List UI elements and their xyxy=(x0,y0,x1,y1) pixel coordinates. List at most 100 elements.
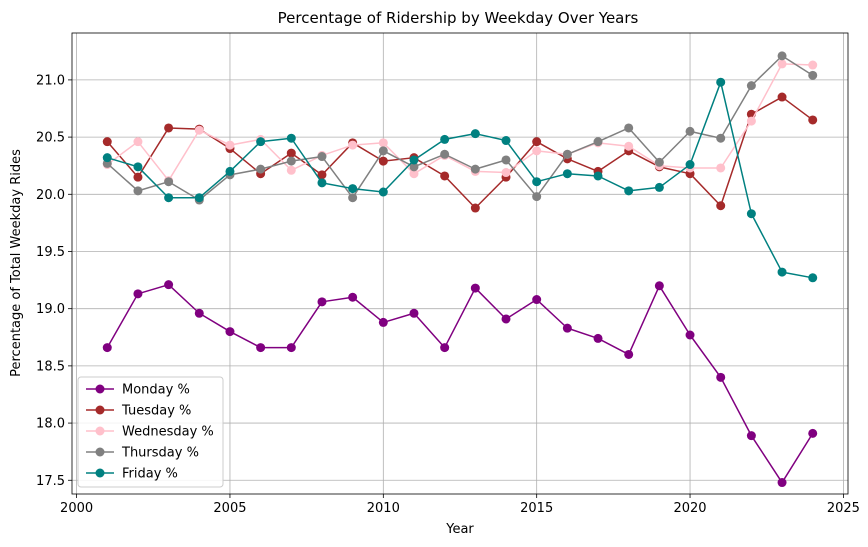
monday-point xyxy=(593,333,603,343)
monday-point xyxy=(378,317,388,327)
monday-point xyxy=(777,478,787,488)
thursday-point xyxy=(409,162,419,172)
monday-point xyxy=(470,283,480,293)
wednesday-point xyxy=(348,140,358,150)
friday-line xyxy=(107,81,813,279)
tuesday-point xyxy=(286,148,296,158)
friday-point xyxy=(164,193,174,203)
thursday-point xyxy=(532,192,542,202)
thursday-point xyxy=(133,186,143,196)
series-monday xyxy=(102,280,818,488)
y-axis-ticks: 17.5 18.0 18.5 19.0 19.5 20.0 20.5 21.0 xyxy=(36,73,72,489)
friday-point xyxy=(225,166,235,176)
legend-marker xyxy=(95,468,105,478)
thursday-point xyxy=(470,164,480,174)
wednesday-point xyxy=(808,60,818,70)
y-tick-label: 19.5 xyxy=(36,245,65,260)
wednesday-point xyxy=(133,137,143,147)
monday-point xyxy=(317,297,327,307)
tuesday-point xyxy=(317,170,327,180)
wednesday-point xyxy=(624,141,634,151)
legend-marker xyxy=(95,426,105,436)
wednesday-point xyxy=(716,163,726,173)
friday-point xyxy=(593,171,603,181)
wednesday-point xyxy=(286,165,296,175)
y-tick-label: 20.5 xyxy=(36,131,65,146)
tuesday-point xyxy=(378,156,388,166)
tuesday-point xyxy=(102,137,112,147)
friday-point xyxy=(470,129,480,139)
wednesday-point xyxy=(532,146,542,156)
tuesday-point xyxy=(164,123,174,133)
monday-point xyxy=(501,314,511,324)
legend-item-tuesday: Tuesday % xyxy=(86,404,191,419)
x-tick-label: 2015 xyxy=(520,501,553,516)
monday-line xyxy=(106,283,814,484)
thursday-point xyxy=(562,149,572,159)
thursday-point xyxy=(808,70,818,80)
monday-point xyxy=(532,295,542,305)
friday-point xyxy=(501,136,511,146)
thursday-point xyxy=(501,155,511,165)
y-tick-label: 21.0 xyxy=(36,73,65,88)
monday-point xyxy=(440,343,450,353)
thursday-point xyxy=(654,157,664,167)
tuesday-line xyxy=(106,96,814,209)
legend-item-wednesday: Wednesday % xyxy=(86,425,214,440)
monday-point xyxy=(409,308,419,318)
friday-point xyxy=(532,177,542,187)
monday-point xyxy=(562,323,572,333)
tuesday-point xyxy=(133,172,143,182)
y-tick-label: 18.5 xyxy=(36,359,65,374)
friday-point xyxy=(685,160,695,170)
legend-label: Friday % xyxy=(122,467,178,482)
friday-point xyxy=(378,187,388,197)
friday-point xyxy=(133,162,143,172)
legend-label: Monday % xyxy=(122,383,190,398)
thursday-point xyxy=(716,133,726,143)
friday-point xyxy=(194,193,204,203)
thursday-point xyxy=(348,193,358,203)
tuesday-point xyxy=(440,171,450,181)
legend-item-friday: Friday % xyxy=(86,467,178,482)
legend-box xyxy=(77,376,224,488)
monday-point xyxy=(225,327,235,337)
thursday-point xyxy=(440,149,450,159)
y-tick-label: 20.0 xyxy=(36,188,65,203)
monday-point xyxy=(164,280,174,290)
tuesday-point xyxy=(470,203,480,213)
monday-point xyxy=(256,343,266,353)
x-tick-label: 2010 xyxy=(367,501,400,516)
y-tick-label: 17.5 xyxy=(36,474,65,489)
wednesday-point xyxy=(378,138,388,148)
x-tick-label: 2000 xyxy=(60,501,93,516)
wednesday-point xyxy=(746,116,756,126)
friday-point xyxy=(256,137,266,147)
monday-point xyxy=(133,289,143,299)
legend-label: Thursday % xyxy=(121,446,199,461)
thursday-line xyxy=(106,55,814,201)
friday-point xyxy=(624,186,634,196)
friday-point xyxy=(562,169,572,179)
x-tick-label: 2025 xyxy=(827,501,860,516)
y-tick-label: 19.0 xyxy=(36,302,65,317)
legend-label: Wednesday % xyxy=(122,425,214,440)
monday-point xyxy=(654,281,664,291)
monday-point xyxy=(624,349,634,359)
plot-area-frame xyxy=(71,32,849,495)
monday-point xyxy=(746,431,756,441)
series-friday xyxy=(102,77,818,283)
thursday-point xyxy=(685,126,695,136)
tuesday-point xyxy=(716,201,726,211)
legend-marker xyxy=(95,447,105,457)
thursday-point xyxy=(164,177,174,187)
legend-marker xyxy=(95,384,105,394)
thursday-point xyxy=(378,146,388,156)
friday-point xyxy=(440,134,450,144)
thursday-point xyxy=(593,137,603,147)
monday-point xyxy=(194,308,204,318)
thursday-point xyxy=(286,156,296,166)
legend-marker xyxy=(95,405,105,415)
friday-point xyxy=(102,153,112,163)
